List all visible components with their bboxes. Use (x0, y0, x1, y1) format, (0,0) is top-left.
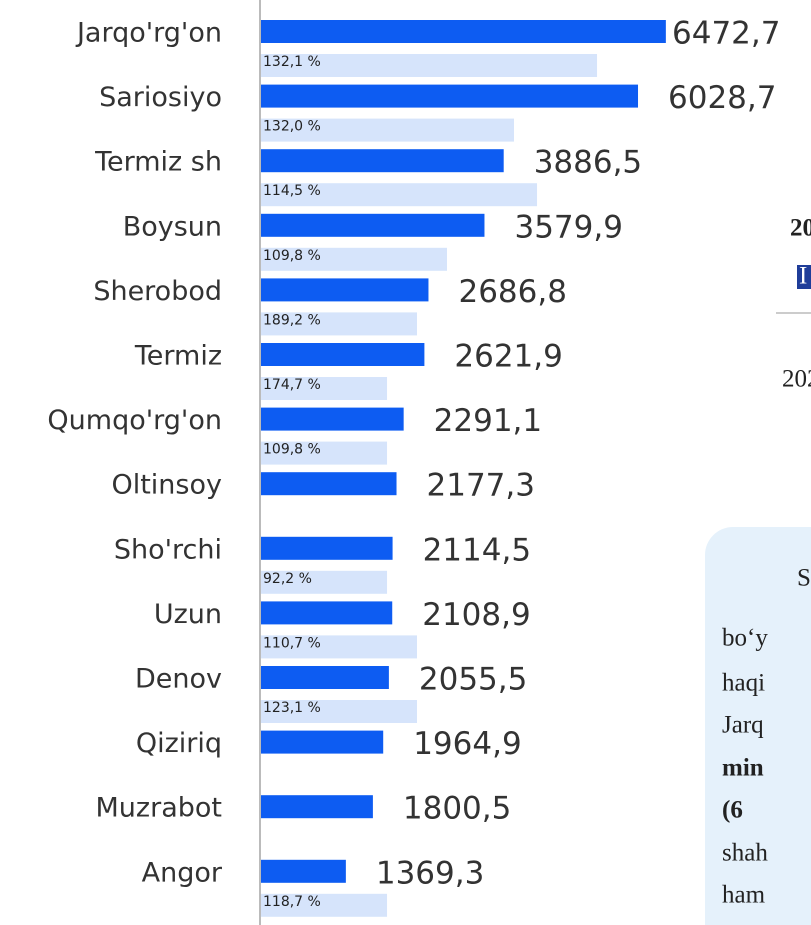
percent-label: 109,8 % (263, 442, 321, 458)
note-text: Jarq (722, 712, 764, 739)
footer-fragment: 202 (782, 366, 811, 393)
legend-fragment-text: I (799, 263, 807, 290)
category-label: Termiz (134, 341, 222, 372)
previous-bar (261, 635, 418, 659)
previous-bar (261, 54, 598, 77)
note-box (705, 527, 811, 925)
category-label: Termiz sh (94, 147, 222, 178)
value-label: 6472,7 (672, 16, 780, 52)
category-label: Oltinsoy (111, 470, 222, 501)
current-bar (261, 859, 346, 883)
current-bar (261, 472, 397, 496)
value-label: 3579,9 (514, 209, 622, 245)
current-bar (261, 213, 485, 237)
previous-bar (261, 893, 388, 917)
note-text: min (722, 755, 764, 782)
current-bar (261, 20, 666, 43)
note-text: bo‘y (722, 625, 768, 652)
note-text: S (797, 565, 811, 592)
previous-bar (261, 183, 538, 207)
category-label: Muzrabot (96, 793, 222, 824)
current-bar (261, 730, 384, 754)
previous-bar (261, 377, 388, 400)
category-label: Denov (135, 664, 222, 695)
value-label: 2055,5 (419, 662, 527, 698)
percent-label: 92,2 % (263, 571, 312, 587)
category-label: Qiziriq (136, 728, 222, 759)
value-label: 2177,3 (427, 468, 535, 504)
category-label: Uzun (154, 599, 222, 630)
current-bar (261, 407, 404, 431)
percent-label: 123,1 % (263, 700, 321, 716)
previous-bar (261, 118, 515, 142)
category-label: Sherobod (93, 276, 222, 307)
note-text: (6 (722, 797, 743, 824)
previous-bar (261, 441, 388, 465)
value-label: 1964,9 (413, 726, 521, 762)
category-label: Boysun (123, 211, 222, 242)
percent-label: 189,2 % (263, 312, 321, 328)
note: Sbo‘y haqi Jarq min (6 shah ham (722, 565, 811, 909)
current-bar (261, 149, 504, 173)
value-label: 2291,1 (434, 403, 542, 439)
value-label: 2621,9 (454, 339, 562, 375)
value-label: 1369,3 (376, 855, 484, 891)
category-label: Angor (142, 857, 223, 888)
note-text: shah (722, 840, 768, 867)
previous-bar (261, 312, 418, 336)
percent-label: 110,7 % (263, 635, 321, 651)
value-label: 2108,9 (422, 597, 530, 633)
category-label: Sho'rchi (114, 534, 222, 565)
previous-bar (261, 247, 447, 271)
heading-fragment: 20 (790, 215, 811, 242)
value-label: 1800,5 (403, 791, 511, 827)
current-bar (261, 84, 639, 108)
percent-label: 174,7 % (263, 377, 321, 393)
category-label: Jarqo'rg'on (75, 18, 222, 49)
note-text: ham (722, 882, 766, 909)
current-bar (261, 278, 429, 302)
value-label: 3886,5 (534, 145, 642, 181)
value-label: 6028,7 (668, 80, 776, 116)
percent-label: 114,5 % (263, 183, 321, 199)
note-text: haqi (722, 670, 765, 697)
value-label: 2686,8 (458, 274, 566, 310)
category-label: Sariosiyo (99, 82, 222, 113)
current-bar (261, 536, 393, 560)
category-label: Qumqo'rg'on (47, 405, 222, 436)
current-bar (261, 795, 373, 819)
previous-bar (261, 700, 418, 723)
previous-bar (261, 570, 388, 594)
current-bar (261, 601, 393, 625)
legend-fragment (797, 265, 811, 289)
current-bar (261, 666, 389, 689)
current-bar (261, 343, 425, 366)
percent-label: 132,0 % (263, 119, 321, 135)
percent-label: 118,7 % (263, 894, 321, 910)
value-label: 2114,5 (423, 532, 531, 568)
percent-label: 132,1 % (263, 54, 321, 70)
percent-label: 109,8 % (263, 248, 321, 264)
